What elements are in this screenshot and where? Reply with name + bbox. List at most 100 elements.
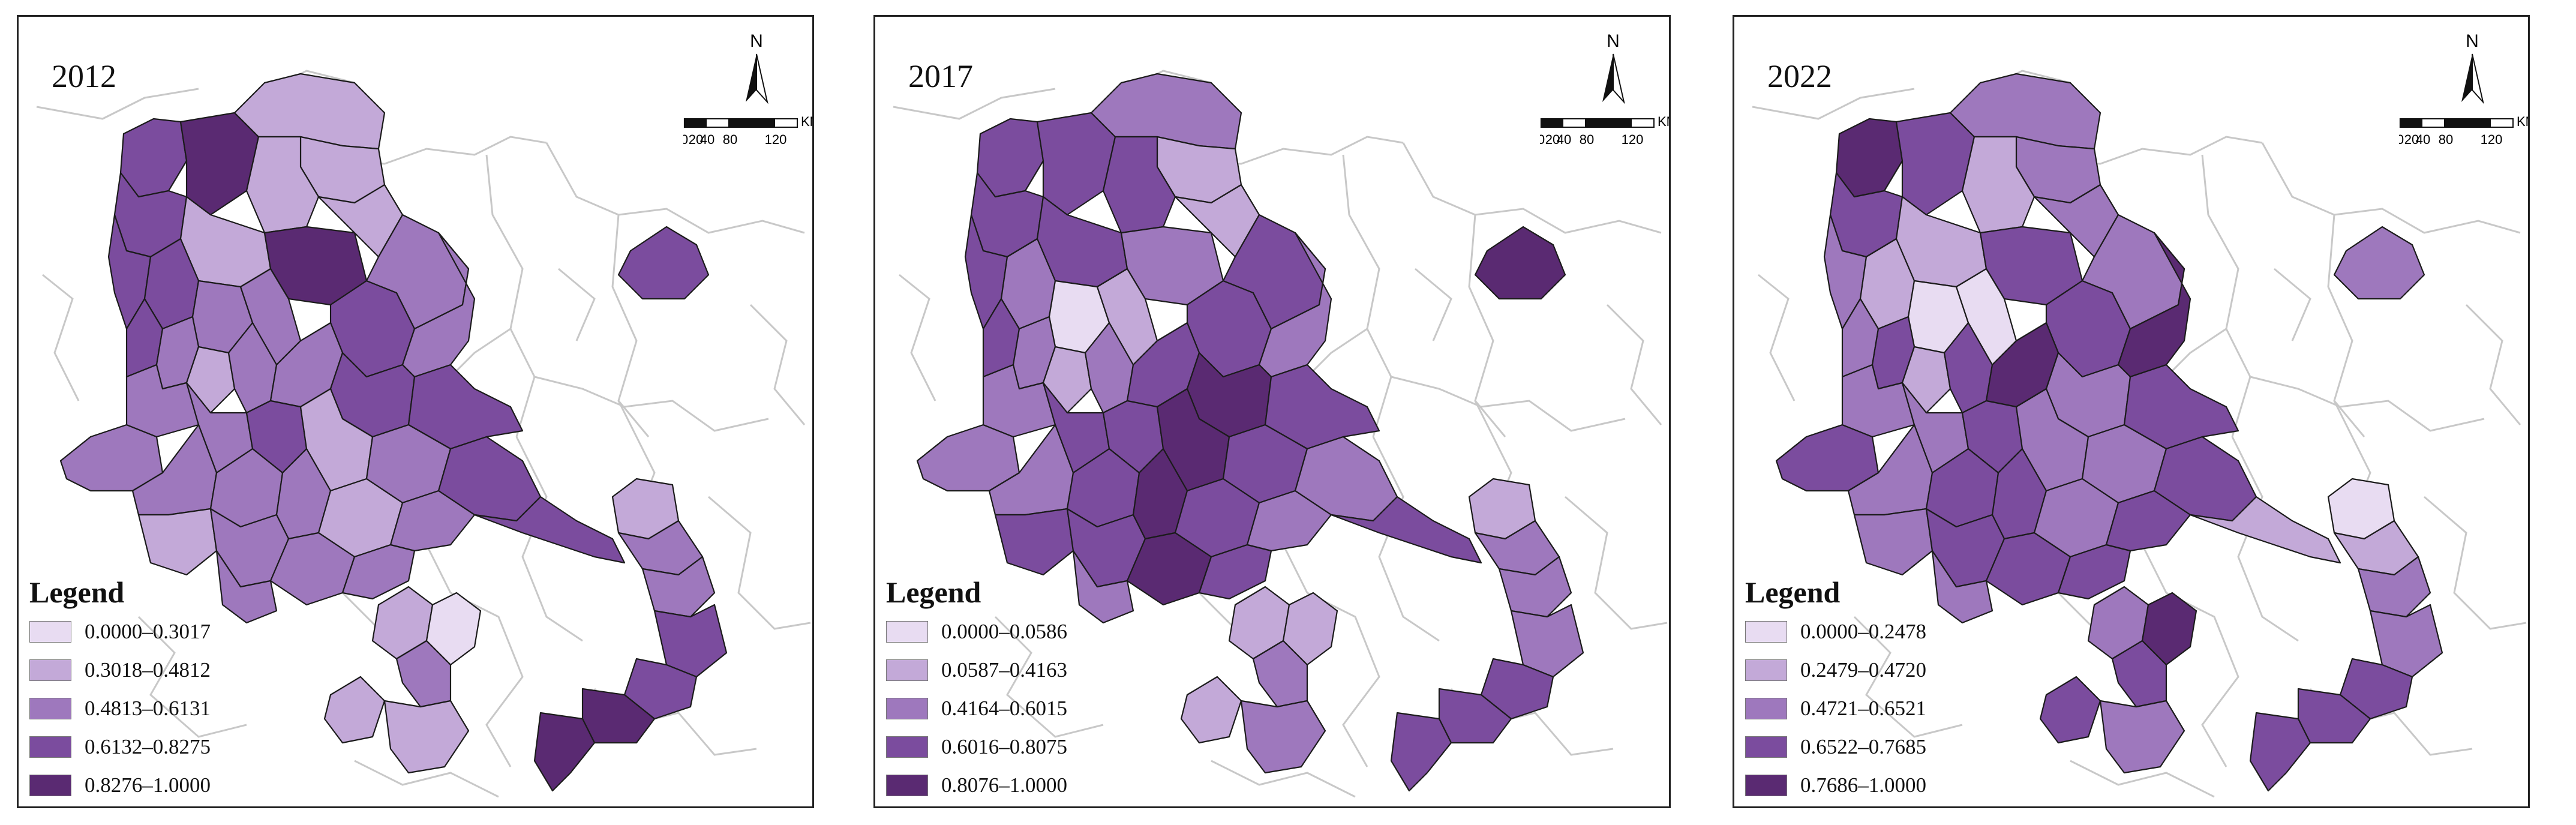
legend-item: 0.6132–0.8275 [29, 735, 211, 759]
county-region [1961, 136, 2035, 234]
county-region [1853, 508, 1933, 576]
county-region [1474, 226, 1566, 300]
choropleth-map [36, 70, 811, 798]
scale-unit-label: KM [801, 114, 814, 129]
legend-swatch [886, 659, 928, 681]
legend-swatch [29, 736, 71, 758]
scale-tick-label: 80 [2439, 132, 2453, 147]
legend-label: 0.4164–0.6015 [941, 697, 1067, 720]
legend-label: 0.6132–0.8275 [85, 735, 211, 758]
county-region [59, 424, 164, 492]
scale-tick-label: 0 [2399, 132, 2404, 147]
legend-item: 0.4813–0.6131 [29, 697, 211, 721]
legend-item: 0.0000–0.3017 [29, 620, 211, 644]
county-region [1775, 424, 1880, 492]
legend: 0.0000–0.3017 0.3018–0.4812 0.4813–0.613… [29, 620, 211, 806]
county-region [2249, 712, 2311, 792]
scale-tick-label: 120 [2481, 132, 2503, 147]
year-label: 2012 [52, 58, 116, 94]
legend-swatch [886, 621, 928, 643]
legend-item: 0.4164–0.6015 [886, 697, 1067, 721]
county-region [1901, 346, 1951, 414]
legend-item: 0.2479–0.4720 [1745, 658, 1926, 682]
legend-swatch [1745, 621, 1787, 643]
legend-title: Legend [1745, 575, 1841, 609]
legend-item: 0.6016–0.8075 [886, 735, 1067, 759]
county-region [617, 226, 710, 300]
county-region [323, 676, 386, 744]
legend-swatch [1745, 736, 1787, 758]
county-region [137, 508, 218, 576]
scale-tick-label: 120 [765, 132, 787, 147]
scale-bar: 02040 80 120 KM [1538, 101, 1671, 149]
scale-tick-label: 120 [1622, 132, 1644, 147]
legend-swatch [29, 698, 71, 719]
scale-unit-label: KM [1658, 114, 1671, 129]
legend-title: Legend [29, 575, 125, 609]
scale-tick-label: 20 [2404, 132, 2419, 147]
north-label: N [1607, 31, 1620, 51]
county-region [383, 700, 470, 774]
legend-item: 0.7686–1.0000 [1745, 773, 1926, 797]
legend-swatch [886, 775, 928, 796]
legend-item: 0.0587–0.4163 [886, 658, 1067, 682]
legend: 0.0000–0.2478 0.2479–0.4720 0.4721–0.652… [1745, 620, 1926, 806]
map-panel-2012: 2012 N 02040 80 120 KM Legend 0.0000–0.3017… [17, 15, 814, 808]
legend-swatch [29, 775, 71, 796]
north-arrow-icon: N [738, 30, 774, 126]
county-region [994, 508, 1074, 576]
year-label: 2022 [1767, 58, 1832, 94]
choropleth-map [1752, 70, 2527, 798]
legend-label: 0.0000–0.2478 [1800, 620, 1926, 643]
county-region [1036, 112, 1116, 216]
county-region [533, 712, 596, 792]
county-region [2099, 700, 2185, 774]
scale-tick-label: 40 [2416, 132, 2430, 147]
legend-label: 0.8076–1.0000 [941, 773, 1067, 797]
legend-label: 0.2479–0.4720 [1800, 658, 1926, 682]
legend-label: 0.6522–0.7685 [1800, 735, 1926, 758]
county-region [245, 136, 320, 234]
county-region [1330, 496, 1482, 564]
county-region [1198, 544, 1272, 600]
north-label: N [750, 31, 763, 51]
scale-tick-label: 40 [700, 132, 714, 147]
legend-label: 0.7686–1.0000 [1800, 773, 1926, 797]
legend-label: 0.0000–0.0586 [941, 620, 1067, 643]
scale-bar: 02040 80 120 KM [681, 101, 814, 149]
county-region [2039, 676, 2101, 744]
scale-tick-label: 0 [683, 132, 688, 147]
north-label: N [2466, 31, 2479, 51]
county-region [341, 544, 416, 600]
north-arrow-icon: N [1595, 30, 1631, 126]
legend-swatch [29, 621, 71, 643]
legend-item: 0.4721–0.6521 [1745, 697, 1926, 721]
legend-item: 0.0000–0.2478 [1745, 620, 1926, 644]
legend-label: 0.0000–0.3017 [85, 620, 211, 643]
legend: 0.0000–0.0586 0.0587–0.4163 0.4164–0.601… [886, 620, 1067, 806]
county-region [916, 424, 1020, 492]
scale-tick-label: 80 [723, 132, 737, 147]
county-region [1072, 550, 1134, 624]
legend-swatch [1745, 698, 1787, 719]
north-arrow-icon: N [2454, 30, 2490, 126]
legend-item: 0.0000–0.0586 [886, 620, 1067, 644]
scale-tick-label: 20 [689, 132, 703, 147]
county-region [1180, 676, 1242, 744]
legend-item: 0.6522–0.7685 [1745, 735, 1926, 759]
legend-item: 0.3018–0.4812 [29, 658, 211, 682]
county-region [179, 112, 260, 216]
map-panel-2017: 2017 N 02040 80 120 KM Legend 0.0000–0.0586… [873, 15, 1671, 808]
county-region [2189, 496, 2341, 564]
county-region [1931, 550, 1993, 624]
legend-title: Legend [886, 575, 981, 609]
legend-label: 0.4721–0.6521 [1800, 697, 1926, 720]
year-label: 2017 [908, 58, 973, 94]
legend-item: 0.8276–1.0000 [29, 773, 211, 797]
legend-label: 0.8276–1.0000 [85, 773, 211, 797]
scale-tick-label: 0 [1540, 132, 1545, 147]
legend-swatch [1745, 775, 1787, 796]
county-region [185, 346, 236, 414]
legend-label: 0.4813–0.6131 [85, 697, 211, 720]
county-region [1240, 700, 1326, 774]
